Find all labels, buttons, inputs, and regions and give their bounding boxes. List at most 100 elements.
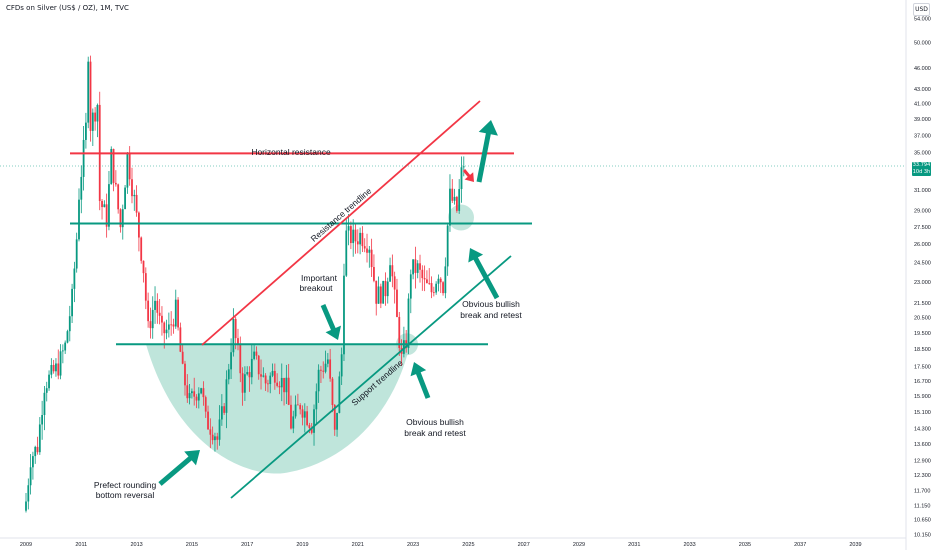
candle-body bbox=[278, 385, 281, 388]
candle-body bbox=[91, 112, 94, 131]
candle-body bbox=[407, 298, 410, 349]
candle-body bbox=[250, 358, 253, 378]
x-tick-label-4: 2017 bbox=[241, 542, 253, 548]
x-tick-label-7: 2023 bbox=[407, 542, 419, 548]
candle-body bbox=[181, 351, 184, 364]
candle-body bbox=[382, 280, 385, 304]
bar-countdown: 10d 3h bbox=[912, 169, 931, 175]
candle-body bbox=[158, 312, 161, 316]
candle-body bbox=[442, 282, 444, 294]
candle-body bbox=[326, 359, 329, 364]
candle-body bbox=[25, 501, 27, 511]
candle-body bbox=[167, 324, 170, 330]
x-tick-label-1: 2011 bbox=[75, 542, 87, 548]
candle-body bbox=[377, 286, 380, 304]
candle-body bbox=[462, 166, 465, 168]
retest-arrow-right bbox=[468, 248, 500, 300]
candle-body bbox=[416, 263, 419, 273]
candles-layer bbox=[25, 55, 465, 513]
candle-body bbox=[287, 377, 290, 405]
y-tick-label-22: 14.300 bbox=[914, 427, 931, 433]
candle-body bbox=[347, 226, 350, 231]
candle-body bbox=[126, 153, 129, 188]
candle-body bbox=[239, 345, 242, 374]
candle-body bbox=[331, 378, 334, 406]
candle-body bbox=[50, 364, 53, 375]
candle-body bbox=[446, 225, 449, 267]
candle-body bbox=[156, 300, 159, 313]
candle-body bbox=[165, 329, 168, 334]
candle-body bbox=[55, 363, 57, 372]
candle-body bbox=[439, 278, 442, 283]
x-tick-label-6: 2021 bbox=[352, 542, 364, 548]
y-tick-label-4: 41.000 bbox=[914, 102, 931, 108]
resistance-trendline bbox=[201, 100, 481, 346]
candle-body bbox=[354, 229, 357, 242]
candle-body bbox=[301, 409, 304, 418]
candle-body bbox=[163, 322, 166, 334]
candle-body bbox=[124, 187, 126, 210]
currency-button[interactable]: USD bbox=[913, 3, 930, 16]
candle-body bbox=[197, 393, 200, 401]
candle-body bbox=[322, 370, 325, 372]
candle-body bbox=[57, 363, 60, 376]
candle-body bbox=[308, 425, 311, 429]
candle-body bbox=[349, 226, 352, 244]
candle-body bbox=[255, 351, 258, 356]
candle-body bbox=[61, 350, 64, 352]
y-tick-label-28: 10.650 bbox=[914, 518, 931, 524]
candle-body bbox=[338, 376, 341, 413]
candle-body bbox=[414, 259, 417, 273]
candle-body bbox=[455, 196, 458, 211]
candle-body bbox=[89, 61, 92, 131]
candle-body bbox=[78, 199, 80, 240]
candle-body bbox=[103, 204, 106, 208]
last-price-value: 33.794 bbox=[912, 162, 931, 168]
candle-body bbox=[458, 189, 461, 211]
y-axis[interactable]: 54.000 50.000 46.000 43.000 41.000 39.000 37.0… bbox=[905, 0, 931, 550]
candle-body bbox=[260, 374, 262, 377]
candle-body bbox=[117, 184, 120, 210]
candle-body bbox=[386, 281, 389, 297]
x-tick-label-12: 2033 bbox=[683, 542, 695, 548]
candle-body bbox=[370, 249, 373, 268]
bullish-retest-lower-label-1: Obvious bullish bbox=[406, 417, 464, 427]
candle-body bbox=[432, 292, 435, 294]
candle-body bbox=[144, 273, 147, 301]
y-tick-label-25: 12.300 bbox=[914, 473, 931, 479]
candle-body bbox=[151, 309, 154, 329]
candle-body bbox=[430, 283, 433, 293]
candle-body bbox=[73, 268, 76, 289]
candle-body bbox=[38, 424, 41, 453]
candle-body bbox=[29, 467, 32, 486]
candle-body bbox=[241, 373, 244, 393]
candle-body bbox=[110, 148, 113, 185]
candle-body bbox=[269, 375, 272, 385]
candle-body bbox=[200, 388, 203, 394]
candle-body bbox=[209, 429, 212, 435]
candle-body bbox=[375, 280, 378, 304]
support-trendline bbox=[230, 255, 512, 499]
candle-body bbox=[343, 275, 345, 355]
y-tick-label-13: 23.000 bbox=[914, 280, 931, 286]
candle-body bbox=[352, 229, 355, 244]
candle-body bbox=[267, 383, 269, 385]
candle-body bbox=[428, 282, 431, 284]
candle-body bbox=[271, 370, 274, 376]
y-tick-label-20: 15.900 bbox=[914, 394, 931, 400]
candle-body bbox=[391, 265, 394, 277]
candle-body bbox=[248, 372, 251, 378]
y-tick-label-7: 35.000 bbox=[914, 150, 931, 156]
y-tick-label-19: 16.700 bbox=[914, 379, 931, 385]
x-axis: 2009 2011 2013 2015 2017 2019 2021 2023 2025 2027… bbox=[0, 537, 906, 548]
y-tick-label-9: 29.000 bbox=[914, 208, 931, 214]
bullish-retest-lower-label-2: break and retest bbox=[404, 428, 466, 438]
rounding-bottom-label-1: Prefect rounding bbox=[94, 480, 157, 490]
rejection-red-arrow bbox=[462, 169, 474, 182]
candle-body bbox=[230, 352, 232, 370]
candle-body bbox=[34, 446, 37, 457]
bullish-retest-right-label-1: Obvious bullish bbox=[462, 299, 520, 309]
candle-body bbox=[87, 61, 90, 123]
candle-body bbox=[114, 182, 117, 185]
